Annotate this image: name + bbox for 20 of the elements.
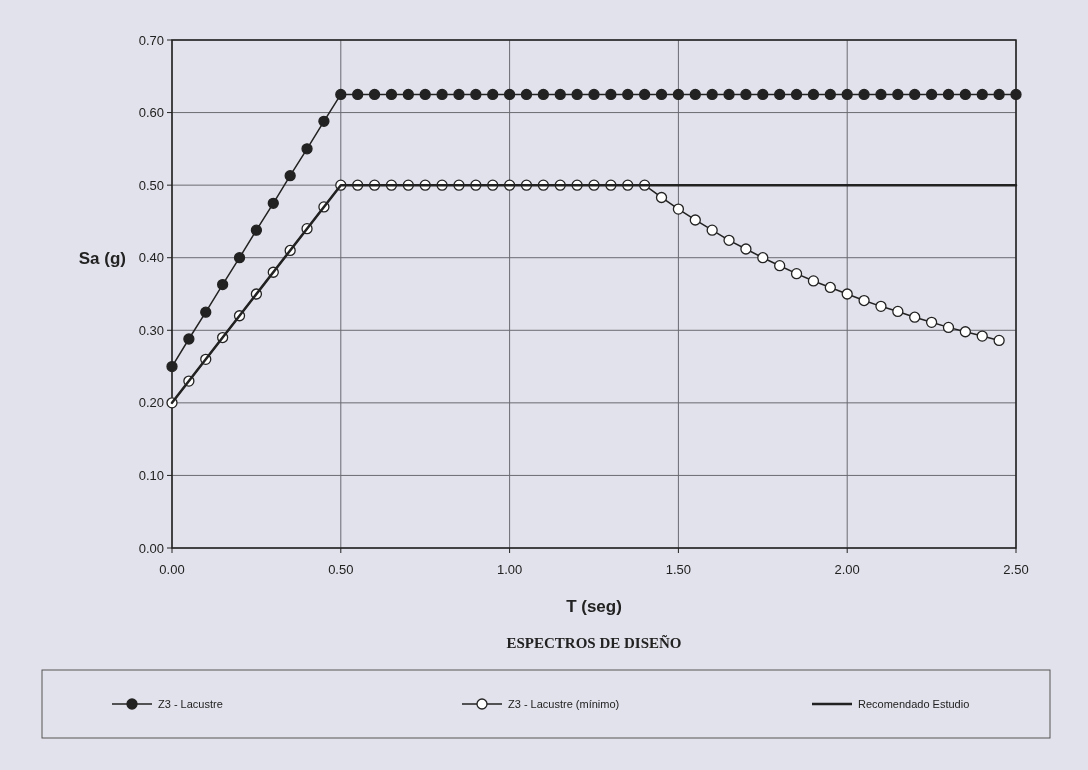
x-tick-label: 2.50 — [1003, 562, 1029, 577]
y-axis-title: Sa (g) — [78, 248, 126, 268]
y-tick-label: 0.60 — [138, 105, 164, 121]
x-axis-title: T (seg) — [566, 597, 622, 616]
y-tick-label: 0.70 — [138, 32, 164, 48]
x-tick-label: 0.00 — [159, 562, 185, 577]
y-tick-label: 0.50 — [138, 177, 164, 193]
x-tick-label: 2.00 — [834, 562, 860, 577]
x-tick-label: 1.00 — [496, 562, 523, 577]
y-tick-label: 0.30 — [138, 322, 164, 338]
x-tick-label: 1.50 — [665, 562, 692, 577]
y-tick-label: 0.20 — [138, 395, 164, 411]
text: ESPECTROS DE DISEÑO — [506, 634, 682, 651]
y-tick-label: 0.10 — [138, 467, 164, 483]
y-tick-label: 0.00 — [138, 540, 164, 556]
legend-label: Recomendado Estudio — [858, 697, 970, 710]
legend-label: Z3 - Lacustre (mínimo) — [508, 697, 620, 710]
legend-label: Z3 - Lacustre — [158, 697, 223, 710]
x-tick-label: 0.50 — [328, 562, 354, 577]
y-tick-label: 0.40 — [138, 250, 164, 266]
